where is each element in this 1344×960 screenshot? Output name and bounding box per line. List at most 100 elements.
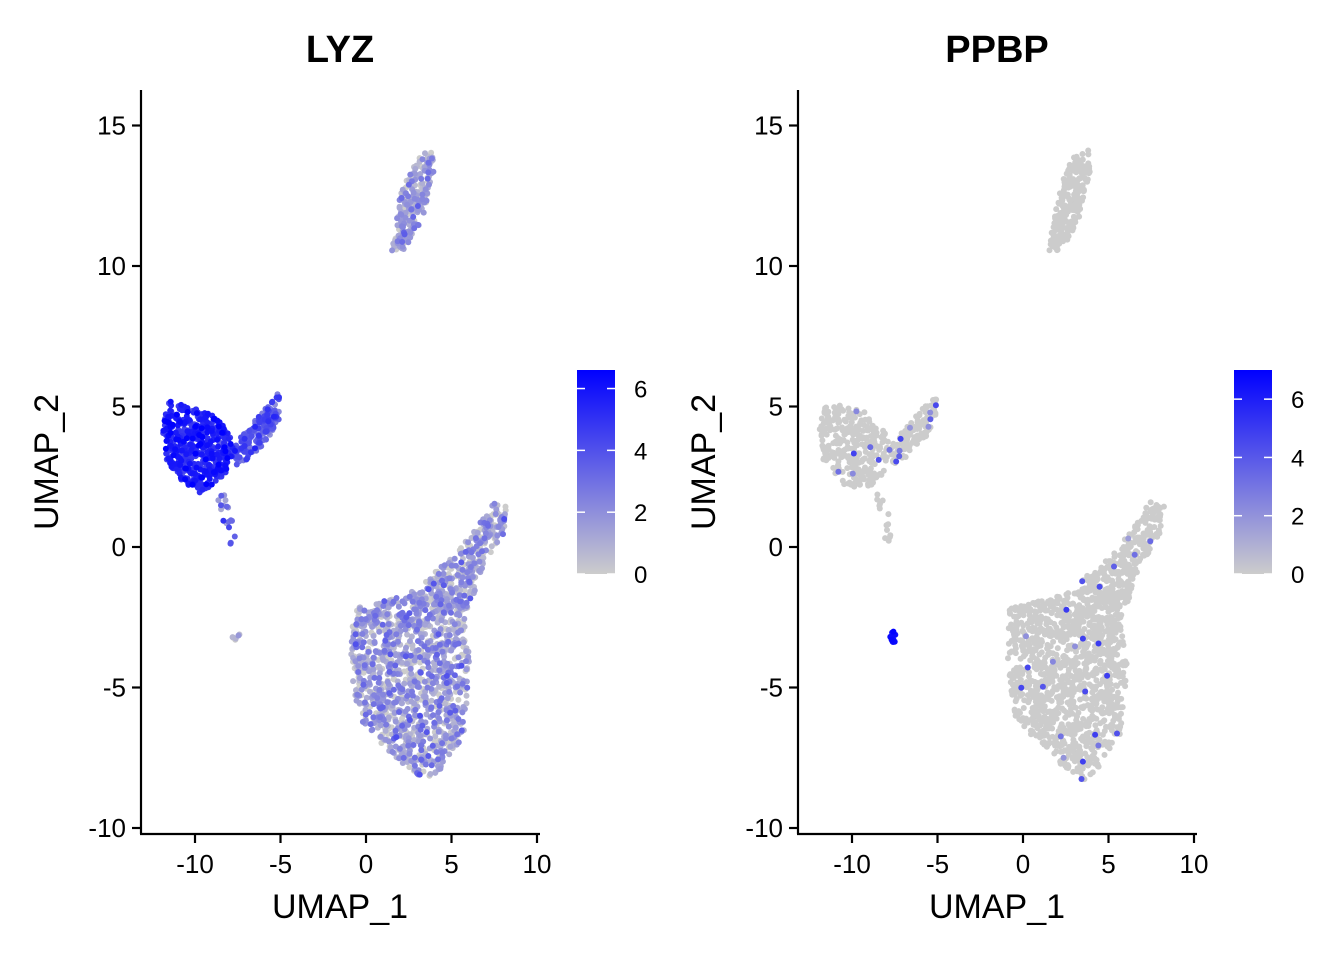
cell-point xyxy=(1078,614,1085,621)
cell-point xyxy=(840,407,847,414)
cell-point xyxy=(463,692,470,699)
cell-point xyxy=(193,410,200,417)
cell-point xyxy=(404,660,411,667)
cell-point xyxy=(1093,677,1100,684)
cell-point xyxy=(1050,638,1057,645)
cell-point xyxy=(369,726,376,733)
cell-point xyxy=(423,729,430,736)
cell-point xyxy=(1034,680,1041,686)
cell-point xyxy=(1113,694,1120,701)
cell-point xyxy=(1059,197,1066,204)
cell-point xyxy=(417,732,424,739)
cell-point xyxy=(424,684,431,691)
cell-point xyxy=(452,707,459,714)
cell-point xyxy=(463,658,469,665)
cell-point xyxy=(411,762,418,769)
cell-point xyxy=(389,247,396,254)
cell-point xyxy=(455,739,462,746)
cell-point xyxy=(876,505,883,512)
cell-point xyxy=(422,699,429,706)
cell-point xyxy=(501,516,508,522)
cell-point xyxy=(1127,574,1134,581)
cell-point xyxy=(1090,669,1097,676)
cell-point xyxy=(407,171,414,178)
cell-point xyxy=(386,668,393,675)
cell-point xyxy=(1145,549,1152,556)
cell-point xyxy=(1062,747,1069,754)
cell-point xyxy=(1074,765,1081,772)
cell-point xyxy=(451,555,458,562)
cell-point xyxy=(1120,569,1127,575)
cell-point xyxy=(442,700,448,707)
cell-point xyxy=(1101,728,1108,734)
cell-point xyxy=(167,429,174,436)
cell-point xyxy=(387,651,394,658)
cell-point xyxy=(1111,563,1117,570)
y-tick-label: 10 xyxy=(754,251,783,281)
cell-point xyxy=(866,467,873,474)
x-tick-label: 5 xyxy=(1101,849,1115,879)
cell-point xyxy=(463,648,470,655)
cell-point xyxy=(1058,722,1065,729)
cell-point xyxy=(383,721,390,728)
cell-point xyxy=(1008,621,1015,628)
cell-point xyxy=(440,609,447,616)
cell-point xyxy=(376,670,383,677)
cell-point xyxy=(1117,672,1124,679)
cell-point xyxy=(409,598,416,605)
cell-point xyxy=(366,668,373,675)
cell-point xyxy=(469,554,476,561)
cell-point xyxy=(255,432,262,439)
cell-point xyxy=(233,461,240,468)
cell-point xyxy=(913,440,920,447)
cell-point xyxy=(450,703,457,709)
cell-point xyxy=(1035,702,1041,709)
cell-point xyxy=(397,622,404,629)
cell-point xyxy=(459,574,466,581)
cell-point xyxy=(1032,647,1039,654)
cell-point xyxy=(1068,692,1075,699)
cell-point xyxy=(1134,536,1141,543)
cell-point xyxy=(1122,658,1129,665)
cell-point xyxy=(1076,195,1083,202)
cell-point xyxy=(1065,226,1072,233)
cell-point xyxy=(1021,603,1028,610)
cell-point xyxy=(214,436,221,443)
y-tick-label: -5 xyxy=(760,673,783,703)
cell-point xyxy=(394,215,401,222)
cell-point xyxy=(1067,658,1074,665)
cell-point xyxy=(1025,601,1032,608)
cell-point xyxy=(421,678,428,685)
cell-point xyxy=(372,648,379,655)
cell-point xyxy=(384,678,391,685)
cell-point xyxy=(1080,609,1086,616)
cell-point xyxy=(252,423,259,430)
cell-point xyxy=(1013,696,1020,702)
cell-point xyxy=(1083,665,1090,672)
cell-point xyxy=(454,683,461,690)
cell-point xyxy=(235,632,242,639)
cell-point xyxy=(1086,619,1093,626)
cell-point xyxy=(1047,716,1053,723)
cell-point xyxy=(1109,585,1116,592)
cell-point xyxy=(412,170,418,177)
cell-point xyxy=(1038,665,1045,672)
cell-point xyxy=(1059,603,1065,610)
scatter-points xyxy=(816,147,1167,783)
cell-point xyxy=(417,669,424,676)
cell-point xyxy=(1036,651,1043,658)
cell-point xyxy=(204,424,211,431)
cell-point xyxy=(1104,621,1111,628)
cell-point xyxy=(397,211,404,218)
cell-point xyxy=(485,522,492,529)
cell-point xyxy=(427,735,434,742)
cell-point xyxy=(1060,754,1067,761)
cell-point xyxy=(824,419,831,426)
cell-point xyxy=(376,675,383,681)
cell-point xyxy=(446,575,453,582)
cell-point xyxy=(410,189,417,196)
cell-point xyxy=(433,593,440,600)
cell-point xyxy=(822,407,829,414)
cell-point xyxy=(459,709,466,716)
cell-point xyxy=(919,405,926,412)
